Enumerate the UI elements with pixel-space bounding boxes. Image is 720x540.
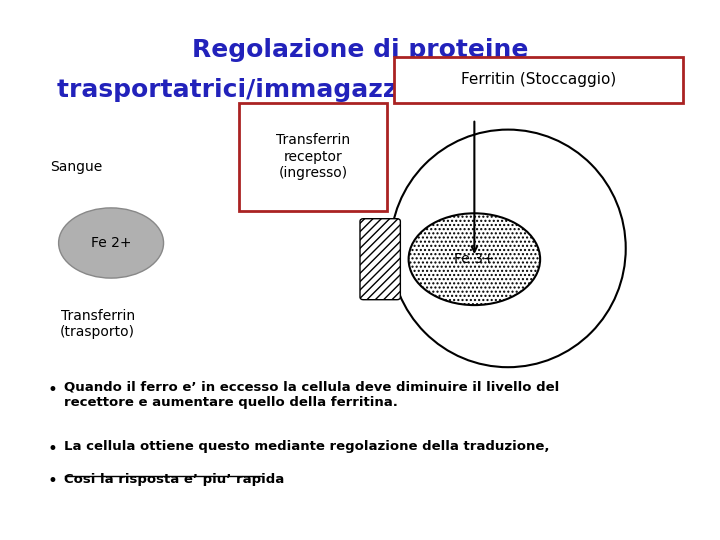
Text: Cosi la risposta e’ piu’ rapida: Cosi la risposta e’ piu’ rapida [64,472,284,485]
Ellipse shape [409,213,540,305]
Text: Quando il ferro e’ in eccesso la cellula deve diminuire il livello del
recettore: Quando il ferro e’ in eccesso la cellula… [64,381,559,409]
FancyBboxPatch shape [394,57,683,103]
Text: Ferritin (Stoccaggio): Ferritin (Stoccaggio) [461,72,616,87]
FancyBboxPatch shape [360,219,400,300]
Text: Fe 2+: Fe 2+ [91,236,131,250]
Text: La cellula ottiene questo mediante regolazione della traduzione,: La cellula ottiene questo mediante regol… [64,440,549,453]
Text: Transferrin
(trasporto): Transferrin (trasporto) [60,309,135,339]
FancyBboxPatch shape [239,103,387,211]
Text: •: • [48,472,57,490]
Text: Transferrin
receptor
(ingresso): Transferrin receptor (ingresso) [276,133,350,180]
Text: Regolazione di proteine: Regolazione di proteine [192,38,528,62]
Text: •: • [48,381,57,399]
Text: trasportatrici/immagazzinamento del ferro: trasportatrici/immagazzinamento del ferr… [58,78,662,102]
Text: •: • [48,440,57,458]
Text: Sangue: Sangue [50,160,103,174]
Ellipse shape [58,208,163,278]
Text: Fe 3+: Fe 3+ [454,252,495,266]
